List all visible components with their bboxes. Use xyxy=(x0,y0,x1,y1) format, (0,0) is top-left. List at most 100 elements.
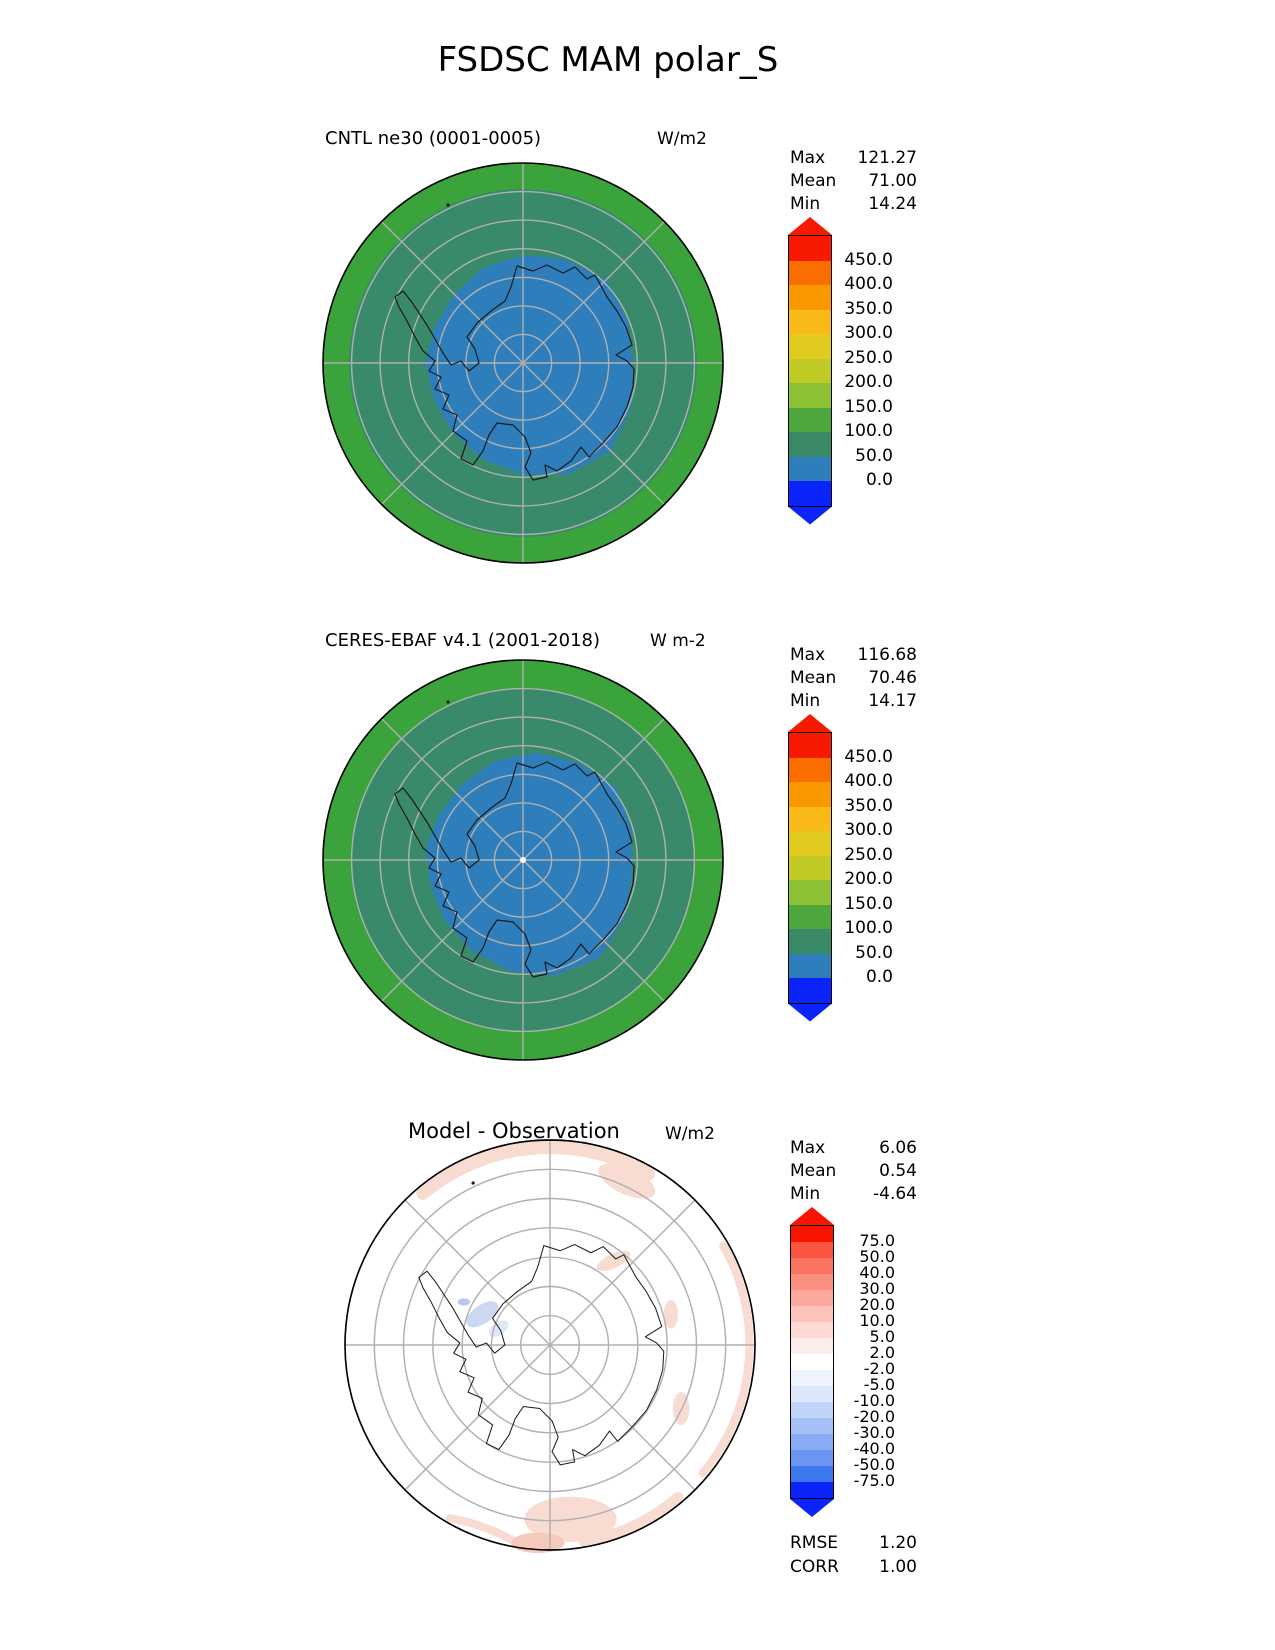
colorbar-band xyxy=(791,1226,833,1242)
panel2-title: CERES-EBAF v4.1 (2001-2018) xyxy=(325,630,601,651)
colorbar-tick-labels: 450.0 400.0 350.0 300.0 250.0 200.0 150.0 100.0… xyxy=(836,248,893,493)
diff-patch-pink-right xyxy=(698,1241,754,1478)
panel2-stats: Max 116.68 Mean 70.46 Min 14.17 xyxy=(790,644,917,713)
panel3-stats: Max 6.06 Mean 0.54 Min -4.64 xyxy=(790,1137,917,1206)
stat-label: Min xyxy=(790,691,821,711)
colorbar-tick-label: 50.0 xyxy=(859,1247,895,1266)
colorbar-band xyxy=(789,456,831,481)
colorbar-tick-label: 0.0 xyxy=(865,470,893,491)
map-border xyxy=(322,659,724,1061)
colorbar-tick-label: 100.0 xyxy=(844,918,893,939)
map-difference xyxy=(344,1139,756,1554)
colorbar-tick-label: 200.0 xyxy=(844,372,893,393)
colorbar-band xyxy=(789,481,831,506)
colorbar-band xyxy=(789,407,831,432)
colorbar-band xyxy=(789,880,831,905)
colorbar-bands xyxy=(788,235,832,507)
graticule xyxy=(344,1139,756,1551)
colorbar-under-arrow xyxy=(788,1003,832,1022)
colorbar-band xyxy=(791,1450,833,1466)
map-observation xyxy=(322,659,724,1061)
colorbar-tick-label: -2.0 xyxy=(863,1359,895,1378)
panel3-units: W/m2 xyxy=(665,1124,715,1144)
colorbar-band xyxy=(791,1434,833,1450)
stat-label: Mean xyxy=(790,668,837,688)
diff-patch-pink-top xyxy=(416,1140,656,1200)
diff-patch-blue-peninsula3 xyxy=(457,1298,471,1306)
colorbar-over-arrow xyxy=(790,1207,834,1225)
colorbar-tick-label: 100.0 xyxy=(844,421,893,442)
stat-row: Mean 71.00 xyxy=(790,170,917,193)
colorbar-tick-label: -10.0 xyxy=(853,1391,895,1410)
colorbar-band xyxy=(791,1402,833,1418)
colorbar-band xyxy=(789,782,831,807)
colorbar-tick-labels: 75.0 50.0 40.0 30.0 20.0 10.0 5.0 2.0 -2.0 -5.0 -1… xyxy=(838,1233,895,1489)
colorbar-tick-label: 350.0 xyxy=(844,298,893,319)
colorbar-band xyxy=(789,978,831,1003)
colorbar-tick-label: 300.0 xyxy=(844,323,893,344)
panel2-units: W m-2 xyxy=(650,631,706,651)
stat-row: Min -4.64 xyxy=(790,1183,917,1206)
colorbar-tick-label: 150.0 xyxy=(844,396,893,417)
colorbar-tick-label: 250.0 xyxy=(844,347,893,368)
colorbar-tick-label: 5.0 xyxy=(869,1327,895,1346)
metric-value: 1.20 xyxy=(879,1533,917,1553)
colorbar-band xyxy=(789,358,831,383)
stat-label: Max xyxy=(790,645,826,665)
colorbar-band xyxy=(789,855,831,880)
stat-row: Max 6.06 xyxy=(790,1137,917,1160)
stat-label: Max xyxy=(790,148,826,168)
colorbar-tick-label: 20.0 xyxy=(859,1295,895,1314)
colorbar-band xyxy=(789,733,831,758)
colorbar-band xyxy=(789,260,831,285)
colorbar-band xyxy=(789,904,831,929)
colorbar-tick-label: 150.0 xyxy=(844,893,893,914)
colorbar-tick-label: 200.0 xyxy=(844,869,893,890)
colorbar-tick-label: -30.0 xyxy=(853,1423,895,1442)
colorbar-band xyxy=(791,1306,833,1322)
colorbar-band xyxy=(791,1386,833,1402)
pole-dot xyxy=(520,857,526,863)
colorbar-band xyxy=(789,334,831,359)
panel3-title: Model - Observation xyxy=(408,1119,620,1143)
colorbar-tick-label: -20.0 xyxy=(853,1407,895,1426)
metric-row: RMSE 1.20 xyxy=(790,1531,917,1555)
colorbar-band xyxy=(789,929,831,954)
stat-value: -4.64 xyxy=(873,1184,917,1204)
colorbar-tick-label: 450.0 xyxy=(844,746,893,767)
colorbar-band xyxy=(789,309,831,334)
colorbar-band xyxy=(789,383,831,408)
colorbar-band xyxy=(789,806,831,831)
colorbar-over-arrow xyxy=(788,714,832,732)
panel1-stats: Max 121.27 Mean 71.00 Min 14.24 xyxy=(790,147,917,216)
colorbar-bands xyxy=(788,732,832,1004)
colorbar-tick-label: 0.0 xyxy=(865,967,893,988)
diff-patch-pink-east1 xyxy=(663,1299,679,1329)
figure-title: FSDSC MAM polar_S xyxy=(437,40,779,80)
stat-row: Mean 70.46 xyxy=(790,667,917,690)
map-border xyxy=(344,1139,756,1551)
colorbar-band xyxy=(789,953,831,978)
diff-patch-blue-peninsula xyxy=(466,1301,499,1328)
colorbar-band xyxy=(791,1370,833,1386)
colorbar-band xyxy=(791,1242,833,1258)
colorbar-observation: 450.0 400.0 350.0 300.0 250.0 200.0 150.0 100.0… xyxy=(788,714,893,1022)
colorbar-tick-label: 450.0 xyxy=(844,249,893,270)
stat-value: 14.17 xyxy=(868,691,917,711)
colorbar-difference: 75.0 50.0 40.0 30.0 20.0 10.0 5.0 2.0 -2.0 -5.0 -1… xyxy=(790,1207,895,1517)
colorbar-tick-label: 350.0 xyxy=(844,795,893,816)
diff-patch-blue-peninsula2 xyxy=(488,1320,509,1337)
graticule xyxy=(322,162,724,564)
stat-row: Mean 0.54 xyxy=(790,1160,917,1183)
colorbar-tick-label: 400.0 xyxy=(844,771,893,792)
stat-value: 6.06 xyxy=(879,1138,917,1158)
colorbar-band xyxy=(791,1418,833,1434)
colorbar-tick-label: 30.0 xyxy=(859,1279,895,1298)
colorbar-tick-label: 40.0 xyxy=(859,1263,895,1282)
stat-value: 70.46 xyxy=(868,668,917,688)
colorbar-band xyxy=(791,1338,833,1354)
map-model xyxy=(322,162,724,564)
colorbar-band xyxy=(791,1322,833,1338)
diff-patch-pink-bottomright xyxy=(579,1492,684,1548)
stat-row: Max 121.27 xyxy=(790,147,917,170)
